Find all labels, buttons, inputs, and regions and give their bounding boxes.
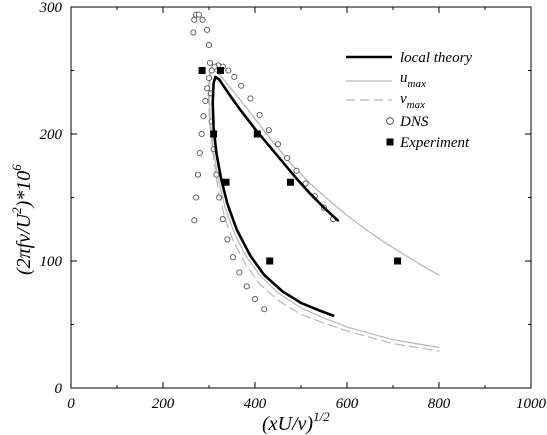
dns-point xyxy=(293,167,300,174)
dns-point xyxy=(205,75,213,82)
legend-label-vmax: vmax xyxy=(400,91,425,111)
dns-point xyxy=(194,171,202,178)
y-tick-label: 300 xyxy=(39,0,63,16)
dns-point xyxy=(265,127,272,134)
x-tick-label: 400 xyxy=(244,396,267,412)
legend-label-dns: DNS xyxy=(399,114,429,130)
dns-point xyxy=(229,254,236,261)
dns-point xyxy=(196,149,203,157)
series-layer xyxy=(190,11,440,352)
dns-point xyxy=(251,296,259,303)
y-tick-label: 100 xyxy=(40,254,63,270)
dns-point xyxy=(238,82,245,89)
dns-point xyxy=(191,217,198,224)
experiment-point xyxy=(198,67,206,74)
experiment-point xyxy=(394,257,402,265)
experiment-point xyxy=(217,67,224,74)
dns-point xyxy=(261,306,268,313)
y-axis-title: (2πfν/U2)*106 xyxy=(9,164,35,275)
x-tick-label: 600 xyxy=(336,396,359,412)
x-tick-label: 0 xyxy=(67,396,75,412)
x-tick-label: 200 xyxy=(152,396,175,412)
series-line-vmax xyxy=(207,68,440,352)
dns-point xyxy=(213,171,220,178)
dns-point xyxy=(302,180,309,187)
x-axis-title: (xU/ν)1/2 xyxy=(262,409,330,435)
experiment-point xyxy=(222,178,230,186)
legend-label-experiment: Experiment xyxy=(399,135,470,151)
dns-point xyxy=(256,111,263,118)
x-tick-label: 800 xyxy=(428,396,451,412)
dns-point xyxy=(236,269,243,276)
dns-point xyxy=(284,155,291,162)
dns-point xyxy=(224,236,231,243)
dns-point xyxy=(206,59,213,66)
legend-marker-dns xyxy=(386,117,394,125)
dns-point xyxy=(231,73,238,80)
y-tick-label: 200 xyxy=(40,127,63,143)
dns-point xyxy=(190,29,197,36)
legend-marker-experiment xyxy=(386,138,394,146)
dns-point xyxy=(225,67,232,74)
dns-point xyxy=(208,67,215,74)
x-tick-label: 1000 xyxy=(516,396,547,412)
dns-point xyxy=(193,194,200,201)
dns-point xyxy=(204,85,211,92)
legend: local theory umax vmax DNS Experiment xyxy=(346,50,472,151)
axis-ticks xyxy=(70,6,532,389)
experiment-point xyxy=(266,257,274,265)
experiment-point xyxy=(286,178,294,186)
dns-point xyxy=(204,26,211,33)
experiment-point xyxy=(210,130,218,138)
legend-label-umax: umax xyxy=(400,70,426,90)
dns-point xyxy=(199,16,206,23)
dns-point xyxy=(219,216,226,223)
dns-point xyxy=(243,283,250,290)
dns-point xyxy=(198,130,205,138)
tick-labels: 0 200 400 600 800 1000 0 100 200 300 xyxy=(39,0,547,412)
dns-point xyxy=(216,194,223,201)
dns-point xyxy=(200,113,207,120)
dns-point xyxy=(274,141,282,148)
experiment-point xyxy=(253,130,261,138)
dns-point xyxy=(195,11,202,18)
dns-point xyxy=(205,42,213,49)
y-tick-label: 0 xyxy=(55,381,63,397)
dns-point xyxy=(191,16,198,23)
dns-point xyxy=(247,95,254,102)
dns-point xyxy=(202,97,209,105)
series-line-local-theory xyxy=(211,75,340,317)
legend-label-local-theory: local theory xyxy=(400,50,472,66)
